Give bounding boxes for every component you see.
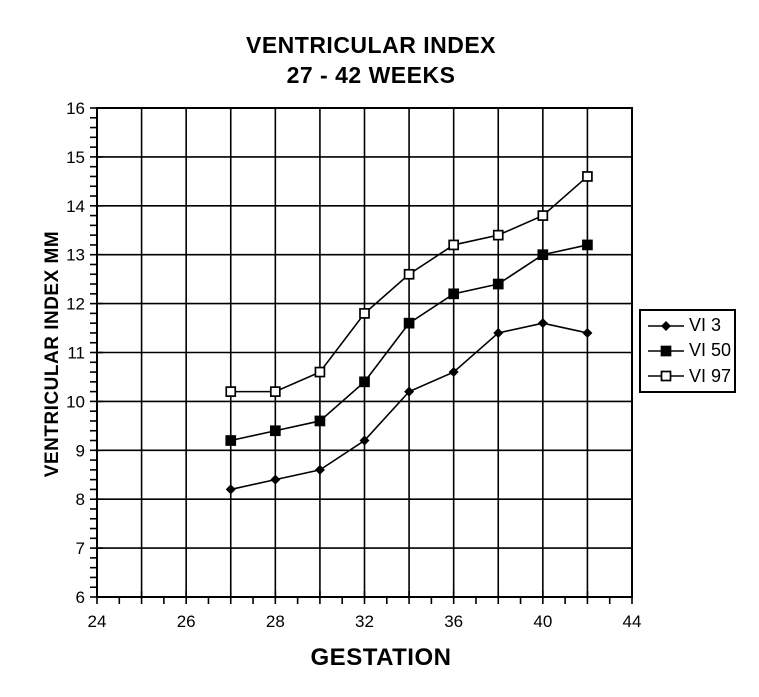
legend: VI 3 VI 50 VI 97 [639, 309, 736, 393]
x-tick-label: 24 [88, 612, 107, 631]
data-point-marker [314, 366, 326, 378]
y-tick-label: 9 [76, 441, 85, 460]
data-point-marker [225, 386, 237, 397]
legend-marker-vi-3-icon [648, 320, 684, 331]
y-tick-label: 13 [66, 246, 85, 265]
chart-title-line1: VENTRICULAR INDEX [245, 32, 496, 58]
chart-title-line2: 27 - 42 WEEKS [286, 62, 456, 88]
x-tick-label: 26 [177, 612, 196, 631]
data-point-marker [448, 288, 460, 300]
chart-title: VENTRICULAR INDEX 27 - 42 WEEKS [0, 30, 742, 90]
data-point-marker [225, 435, 237, 446]
y-tick-label: 6 [76, 588, 85, 607]
data-point-marker [448, 239, 460, 251]
data-point-marker [269, 425, 281, 437]
data-point-marker [492, 278, 504, 290]
data-point-marker [537, 210, 549, 221]
y-tick-label: 16 [66, 99, 85, 118]
data-point-marker [537, 249, 549, 261]
data-point-marker [403, 268, 415, 280]
data-point-marker [269, 386, 281, 397]
data-point-marker [660, 345, 672, 357]
legend-marker-vi-97-icon [648, 370, 684, 382]
y-tick-label: 11 [67, 344, 85, 363]
y-tick-label: 15 [66, 148, 85, 167]
legend-item-vi-50: VI 50 [647, 338, 734, 363]
data-point-marker [493, 327, 504, 338]
data-point-marker [404, 386, 415, 397]
data-point-marker [359, 376, 370, 388]
legend-label-vi-97: VI 97 [689, 365, 732, 386]
data-point-marker [359, 308, 370, 319]
x-tick-label: 44 [623, 612, 642, 631]
data-point-marker [314, 415, 326, 427]
data-point-marker [359, 435, 370, 446]
y-tick-label: 7 [76, 539, 85, 558]
x-tick-label: 36 [444, 612, 463, 631]
y-tick-label: 10 [66, 392, 85, 411]
data-point-marker [582, 327, 593, 338]
x-tick-label: 40 [533, 612, 552, 631]
legend-label-vi-50: VI 50 [689, 340, 732, 361]
data-point-marker [582, 171, 593, 182]
x-axis-title: GESTATION [310, 644, 452, 671]
y-tick-label: 8 [76, 490, 85, 509]
data-point-marker [403, 317, 415, 329]
data-point-marker [225, 484, 236, 495]
data-point-marker [492, 229, 504, 241]
legend-item-vi-3: VI 3 [647, 313, 734, 338]
data-point-marker [661, 320, 671, 331]
x-tick-label: 28 [266, 612, 285, 631]
legend-item-vi-97: VI 97 [647, 364, 734, 389]
y-tick-label: 14 [66, 197, 85, 216]
x-tick-label: 32 [355, 612, 374, 631]
data-point-marker [660, 370, 672, 382]
data-point-marker [270, 474, 281, 485]
data-point-marker [448, 367, 459, 378]
legend-marker-vi-50-icon [648, 345, 684, 357]
y-tick-label: 12 [66, 295, 85, 314]
data-point-marker [537, 318, 548, 329]
legend-label-vi-3: VI 3 [689, 315, 722, 336]
data-point-marker [582, 239, 593, 251]
data-point-marker [314, 464, 325, 475]
